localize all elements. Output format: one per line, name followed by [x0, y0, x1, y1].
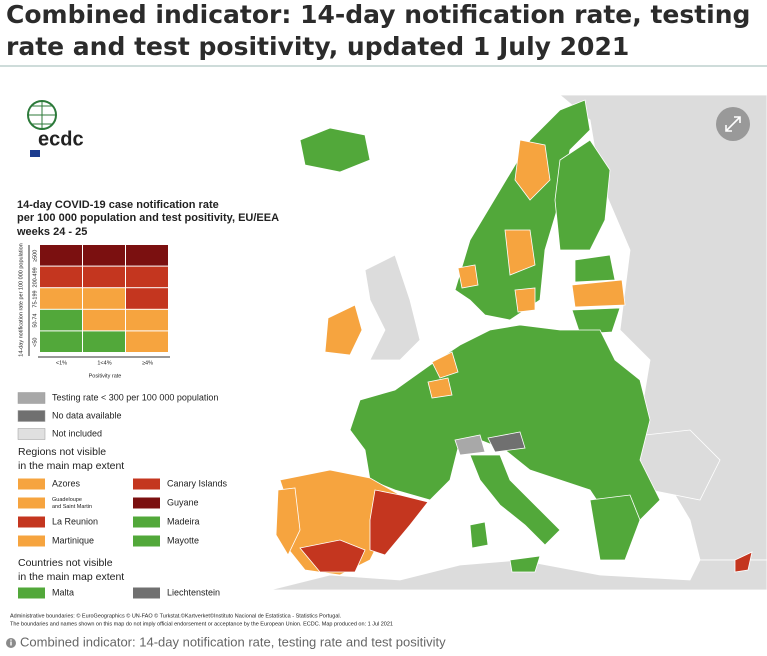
region-orange — [514, 139, 551, 201]
footnote: Administrative boundaries: © EuroGeograp… — [10, 612, 342, 619]
matrix-x-label: Positivity rate — [89, 373, 122, 379]
matrix-cell — [83, 309, 125, 331]
region-orange — [514, 287, 536, 313]
region-swatch — [133, 478, 160, 490]
regions-title: in the main map extent — [18, 460, 124, 472]
lithuania — [571, 307, 621, 335]
finland — [554, 139, 611, 251]
matrix-cell — [83, 266, 125, 288]
matrix-cell — [126, 309, 168, 331]
iceland — [299, 127, 371, 173]
region-label: Guyane — [167, 497, 199, 507]
latvia — [571, 279, 626, 308]
legend-title: per 100 000 population and test positivi… — [17, 212, 279, 224]
legend-label: No data available — [52, 410, 122, 420]
region-label: and Saint Martin — [52, 504, 92, 510]
region-swatch — [133, 497, 160, 509]
scandinavia — [454, 99, 591, 321]
matrix-row-label: ≥500 — [32, 250, 38, 262]
footnote: The boundaries and names shown on this m… — [10, 621, 393, 627]
matrix-cell — [40, 331, 82, 352]
matrix-cell — [126, 266, 168, 288]
region-label: Azores — [52, 478, 81, 488]
netherlands — [431, 351, 459, 379]
info-icon-dot — [10, 639, 12, 641]
region-swatch — [133, 535, 160, 547]
country-label: Malta — [52, 587, 74, 597]
legend-title: 14-day COVID-19 case notification rate — [17, 199, 219, 211]
legend-label: Not included — [52, 428, 102, 438]
matrix-cell — [40, 245, 82, 266]
region-label: Canary Islands — [167, 478, 228, 488]
title-line: rate and test positivity, updated 1 July… — [6, 32, 629, 61]
legend: 14-day COVID-19 case notification rate p… — [16, 199, 279, 583]
cyprus — [734, 551, 753, 573]
ireland — [324, 304, 363, 356]
country-swatch — [133, 587, 160, 599]
matrix-cell — [126, 245, 168, 266]
austria — [487, 431, 526, 453]
central-europe — [349, 324, 661, 521]
countries-title: in the main map extent — [18, 571, 124, 583]
matrix-col-label: ≥4% — [142, 360, 153, 366]
italy — [469, 454, 561, 546]
region-swatch — [133, 516, 160, 528]
expand-icon — [725, 116, 741, 132]
matrix-row-label: 200-499 — [32, 267, 38, 287]
matrix-row-label: <50 — [32, 338, 38, 347]
eu-flag — [30, 150, 40, 157]
logo-text: ecdc — [38, 128, 84, 150]
legend-title: weeks 24 - 25 — [16, 226, 87, 238]
region-swatch — [18, 478, 45, 490]
map — [269, 94, 767, 591]
matrix-cell — [83, 331, 125, 352]
legend-label: Testing rate < 300 per 100 000 populatio… — [52, 392, 218, 402]
region-orange — [504, 229, 536, 276]
spain-south — [299, 539, 366, 573]
matrix-row-label: 50-74 — [32, 314, 38, 328]
region-label: Mayotte — [167, 535, 199, 545]
legend-swatch — [17, 428, 46, 440]
country-swatch — [18, 587, 45, 599]
matrix-cell — [83, 245, 125, 266]
matrix-col-label: 1<4% — [97, 360, 111, 366]
estonia — [574, 254, 616, 283]
region-swatch — [18, 497, 45, 509]
region-label: Madeira — [167, 516, 200, 526]
legend-swatch — [17, 410, 46, 422]
countries-title: Countries not visible — [18, 557, 113, 569]
logo-grid — [28, 101, 56, 129]
region-swatch — [18, 535, 45, 547]
uk — [364, 254, 421, 361]
spain-east — [369, 489, 429, 556]
sicily — [509, 555, 541, 573]
matrix-cell — [40, 288, 82, 309]
info-icon-bar — [10, 641, 12, 646]
legend-swatch — [17, 392, 46, 404]
belgium — [427, 377, 453, 399]
title-line: Combined indicator: 14-day notification … — [6, 0, 750, 29]
switzerland — [454, 434, 486, 456]
matrix-cell — [126, 331, 168, 352]
land-south — [269, 559, 767, 591]
matrix-y-label: 14-day notification rate per 100 000 pop… — [18, 243, 24, 356]
region-swatch — [18, 516, 45, 528]
matrix-cell — [83, 288, 125, 309]
region-orange — [457, 264, 479, 289]
sardinia — [469, 521, 489, 549]
regions-title: Regions not visible — [18, 446, 106, 458]
region-label: Martinique — [52, 535, 94, 545]
country-label: Liechtenstein — [167, 587, 220, 597]
greece — [589, 494, 641, 561]
caption: Combined indicator: 14-day notification … — [20, 634, 446, 649]
portugal — [275, 487, 301, 556]
region-label: La Reunion — [52, 516, 98, 526]
matrix-row-label: 75-199 — [32, 290, 38, 307]
matrix-cell — [40, 309, 82, 331]
matrix-cell — [126, 288, 168, 309]
matrix-cell — [40, 266, 82, 288]
region-label: Guadeloupe — [52, 497, 82, 503]
matrix-col-label: <1% — [56, 360, 67, 366]
